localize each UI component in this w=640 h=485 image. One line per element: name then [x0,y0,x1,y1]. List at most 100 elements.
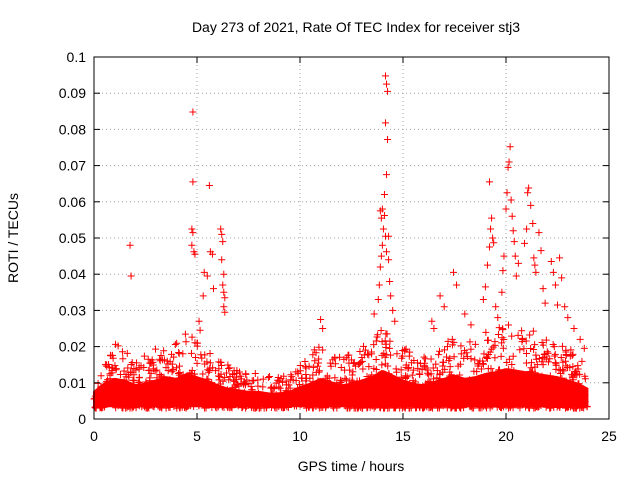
band-point [374,331,382,339]
band-point [467,355,475,363]
band-point [448,335,456,343]
band-point [395,379,403,387]
data-point [561,303,569,311]
band-point [202,403,210,411]
band-point [406,380,414,388]
band-point [578,357,586,365]
band-point [505,365,513,373]
band-point [489,380,497,388]
band-point [423,388,431,396]
data-point [384,136,392,144]
data-point [383,80,391,88]
band-point [278,404,286,412]
band-point [375,371,383,379]
data-point [498,288,506,296]
band-point [382,401,390,409]
band-point [108,367,116,375]
band-point [519,336,527,344]
band-point [535,385,543,393]
band-point [409,389,417,397]
band-point [272,398,280,406]
band-point [557,353,565,361]
band-point [546,404,554,412]
data-point [126,241,134,249]
band-point [562,362,570,370]
band-point [380,349,388,357]
band-point [225,364,233,372]
band-point [562,377,570,385]
band-point [383,330,391,338]
band-point [359,404,367,412]
band-point [421,362,429,370]
band-point [357,387,365,395]
band-point [318,393,326,401]
band-point [248,386,256,394]
band-point [196,397,204,405]
band-point [136,392,143,400]
band-point [234,402,242,410]
band-point [505,355,513,363]
band-point [408,371,416,379]
band-point [310,346,318,354]
band-point [547,392,555,400]
band-point [378,361,386,369]
band-point [511,388,519,396]
band-point [443,353,451,361]
band-point [538,372,546,380]
band-point [213,404,221,412]
band-point [501,388,509,396]
band-point [541,353,549,361]
band-point [420,404,428,412]
data-point [532,268,540,276]
band-point [580,404,588,412]
band-point [494,331,502,339]
band-point [574,365,582,373]
band-point [486,379,494,387]
band-point [266,373,274,381]
band-point [444,337,452,345]
data-point [529,220,537,228]
band-point [461,394,469,402]
data-point [199,292,207,300]
band-point [150,365,158,373]
band-point [191,392,199,400]
band-point [527,364,535,372]
data-point [486,243,494,251]
band-point [471,356,479,364]
band-point [151,401,159,409]
band-point [384,404,392,412]
band-point [544,393,552,401]
band-point [330,404,338,412]
band-point [181,377,189,385]
band-point [392,397,400,405]
band-point [403,373,411,381]
band-point [355,381,363,389]
band-point [473,389,481,397]
band-point [461,347,469,355]
data-point [378,205,386,213]
band-point [236,389,244,397]
data-point [558,274,566,282]
band-point [340,355,348,363]
band-point [495,366,503,374]
band-point [217,359,225,367]
band-point [515,372,523,380]
band-point [240,388,248,396]
band-point [477,365,485,373]
band-point [296,401,304,409]
band-point [311,357,319,365]
band-point [563,393,571,401]
band-point [130,364,138,372]
band-point [510,374,518,382]
band-point [282,397,290,405]
band-point [365,351,373,359]
band-point [169,388,177,396]
band-point [331,360,339,368]
band-point [226,364,234,372]
band-point [174,398,182,406]
band-point [309,371,317,379]
data-point [521,239,529,247]
band-point [480,350,488,358]
band-point [178,403,186,411]
band-point [255,389,263,397]
